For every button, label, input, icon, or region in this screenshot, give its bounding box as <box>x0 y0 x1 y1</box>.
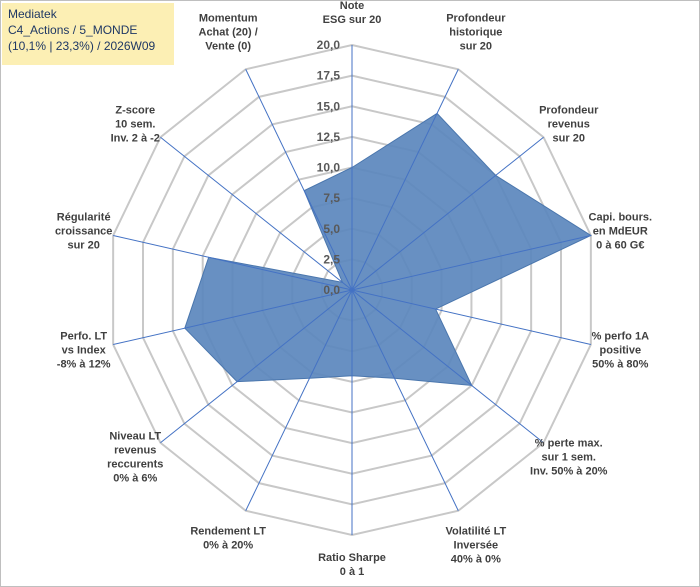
title-line-2: C4_Actions / 5_MONDE <box>8 23 138 37</box>
title-line-1: Mediatek <box>8 7 57 21</box>
spoke-line <box>160 289 353 444</box>
tick-label: 15,0 <box>317 99 341 113</box>
axis-label: Ratio Sharpe 0 à 1 <box>318 552 386 578</box>
axis-label: Z-score 10 sem. Inv. 2 à -2 <box>111 105 160 145</box>
spoke-line <box>351 69 459 291</box>
spoke-line <box>160 136 353 291</box>
spoke-line <box>351 289 591 346</box>
tick-label: 10,0 <box>317 161 341 175</box>
tick-label: 5,0 <box>323 222 340 236</box>
spoke-line <box>351 136 544 291</box>
axis-label: % perte max. sur 1 sem. Inv. 50% à 20% <box>530 437 608 477</box>
spoke-line <box>351 234 591 291</box>
axis-label: % perfo 1A positive 50% à 80% <box>592 330 650 370</box>
axis-label: Perfo. LT vs Index -8% à 12% <box>57 330 111 370</box>
spoke-line <box>351 289 459 511</box>
radar-tick-labels: 0,0 2,5 5,0 7,5 10,0 12,5 15,0 17,5 20,0 <box>317 38 341 297</box>
spoke-line <box>113 289 353 346</box>
tick-label: 2,5 <box>323 252 340 266</box>
axis-label: Rendement LT 0% à 20% <box>190 526 266 552</box>
tick-label: 20,0 <box>317 38 341 52</box>
axis-label: Profondeur revenus sur 20 <box>539 105 599 145</box>
radar-spokes <box>113 45 591 535</box>
tick-label: 17,5 <box>317 69 341 83</box>
radar-axis-labels: Note ESG sur 20 Profondeur historique sur 20… <box>55 0 652 578</box>
spoke-line <box>245 289 353 511</box>
axis-label: Profondeur historique sur 20 <box>446 12 506 52</box>
axis-label: Momentum Achat (20) / Vente (0) <box>199 12 258 52</box>
spoke-line <box>245 69 353 291</box>
tick-label: 7,5 <box>323 191 340 205</box>
axis-label: Niveau LT revenus reccurents 0% à 6% <box>107 430 163 484</box>
axis-label: Volatilité LT Inversée 40% à 0% <box>445 526 506 566</box>
spoke-line <box>113 234 353 291</box>
axis-label: Régularité croissance sur 20 <box>55 212 112 252</box>
chart-title-box: Mediatek C4_Actions / 5_MONDE (10,1% | 2… <box>2 3 174 65</box>
tick-label: 0,0 <box>323 283 340 297</box>
axis-label: Note ESG sur 20 <box>323 0 382 26</box>
spoke-line <box>351 289 544 444</box>
axis-label: Capi. bours. en MdEUR 0 à 60 G€ <box>589 212 653 252</box>
title-line-3: (10,1% | 23,3%) / 2026W09 <box>8 39 156 53</box>
tick-label: 12,5 <box>317 130 341 144</box>
